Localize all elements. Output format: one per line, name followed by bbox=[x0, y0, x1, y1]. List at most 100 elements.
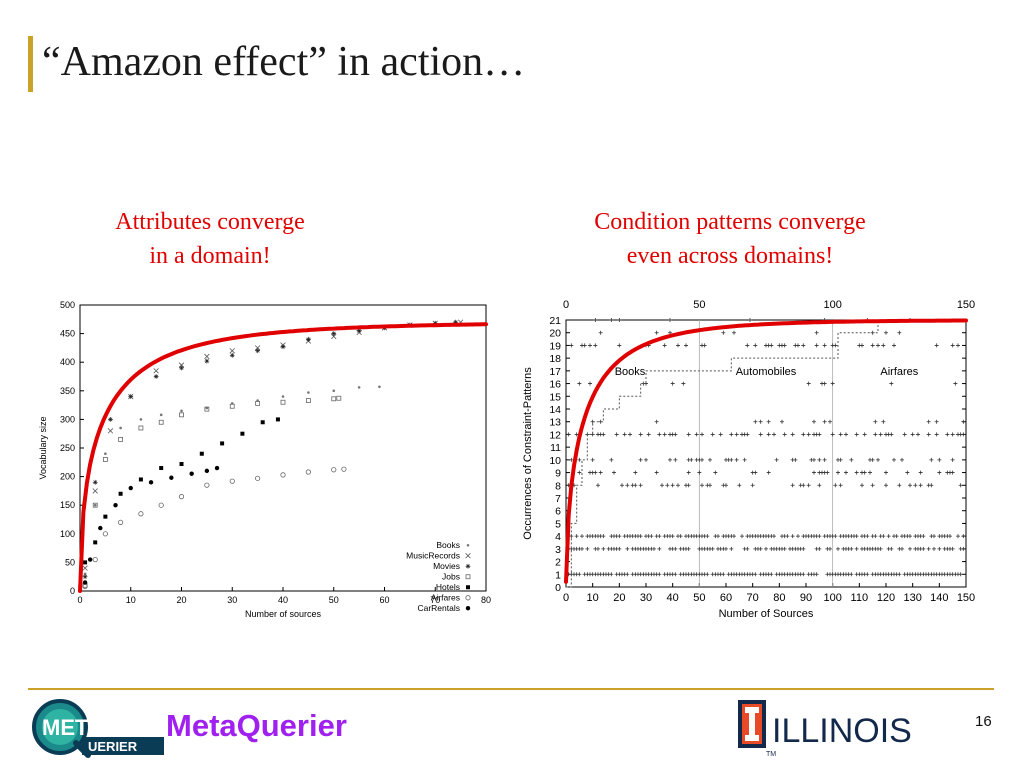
data-point-jobs bbox=[158, 419, 164, 425]
pattern-occurrence-point bbox=[609, 572, 614, 577]
pattern-occurrence-point bbox=[921, 546, 926, 551]
pattern-occurrence-point bbox=[638, 483, 643, 488]
data-point-hotels bbox=[83, 560, 88, 565]
legend-label-musicrecords: MusicRecords bbox=[406, 551, 460, 561]
pattern-occurrence-point bbox=[697, 470, 702, 475]
data-point-carrentals bbox=[113, 503, 118, 508]
pattern-occurrence-point bbox=[961, 534, 966, 539]
pattern-occurrence-point bbox=[806, 432, 811, 437]
pattern-occurrence-point bbox=[654, 330, 659, 335]
pattern-occurrence-point bbox=[838, 483, 843, 488]
pattern-occurrence-point bbox=[900, 546, 904, 551]
pattern-occurrence-point bbox=[881, 419, 886, 424]
pattern-occurrence-point bbox=[705, 534, 710, 539]
vocabulary-size-chart-svg: 0 10 20 30 40 50 60 70 80 0 50 100 150 200 250 300 350 40… bbox=[38, 300, 491, 619]
data-point-books bbox=[307, 391, 310, 394]
pattern-occurrence-point bbox=[854, 534, 859, 539]
y-tick-label: 12 bbox=[549, 429, 561, 441]
data-point-movies bbox=[280, 344, 286, 350]
pattern-occurrence-point bbox=[654, 419, 659, 424]
pattern-occurrence-point bbox=[708, 457, 712, 462]
pattern-occurrence-point bbox=[836, 470, 840, 475]
x-tick-label: 90 bbox=[800, 592, 812, 604]
pattern-occurrence-point bbox=[668, 318, 672, 322]
pattern-occurrence-point bbox=[926, 432, 931, 437]
x-tick-label: 50 bbox=[693, 592, 705, 604]
x-tick-label: 80 bbox=[773, 592, 785, 604]
x-tick-label: 0 bbox=[77, 595, 82, 605]
pattern-occurrence-point bbox=[590, 457, 595, 462]
legend-marker-books bbox=[466, 543, 470, 547]
red-trend-curve bbox=[78, 322, 488, 593]
domain-label-books: Books bbox=[615, 366, 646, 378]
pattern-occurrence-point bbox=[870, 343, 875, 348]
brand-name: MetaQuerier bbox=[166, 708, 347, 743]
pattern-occurrence-point bbox=[796, 534, 800, 539]
data-point-carrentals bbox=[87, 557, 93, 562]
data-point-airfares bbox=[158, 502, 164, 508]
top-x-tick-label: 150 bbox=[957, 299, 975, 311]
y-tick-label: 1 bbox=[555, 569, 561, 581]
data-point-movies bbox=[82, 574, 88, 580]
pattern-occurrence-point bbox=[724, 546, 728, 551]
pattern-occurrence-point bbox=[676, 343, 680, 348]
data-point-jobs bbox=[229, 403, 235, 409]
x-tick-label: 120 bbox=[877, 592, 895, 604]
data-point-jobs bbox=[118, 437, 123, 442]
pattern-occurrence-point bbox=[873, 432, 878, 437]
logo-meta-text: META bbox=[42, 715, 103, 740]
pattern-occurrence-point bbox=[945, 432, 950, 437]
pattern-occurrence-point bbox=[961, 546, 966, 551]
pattern-occurrence-point bbox=[662, 343, 667, 348]
pattern-occurrence-point bbox=[929, 457, 934, 462]
pattern-occurrence-point bbox=[654, 470, 659, 475]
pattern-occurrence-point bbox=[737, 483, 742, 488]
pattern-occurrence-point bbox=[684, 343, 688, 348]
pattern-occurrence-point bbox=[828, 419, 832, 424]
pattern-occurrence-point bbox=[897, 330, 902, 335]
pattern-occurrence-point bbox=[718, 432, 723, 437]
x-tick-label: 20 bbox=[176, 595, 186, 605]
pattern-occurrence-point bbox=[633, 483, 638, 488]
y-axis-label: Occurrences of Constraint-Patterns bbox=[522, 367, 534, 540]
pattern-occurrence-point bbox=[908, 483, 912, 488]
pattern-occurrence-point bbox=[593, 318, 598, 322]
pattern-occurrence-point bbox=[601, 432, 606, 437]
pattern-occurrence-point bbox=[817, 457, 822, 462]
pattern-occurrence-point bbox=[670, 534, 675, 539]
y-tick-label: 350 bbox=[60, 386, 75, 396]
data-point-carrentals bbox=[214, 465, 220, 471]
data-point-jobs bbox=[305, 398, 311, 403]
y-tick-label: 0 bbox=[555, 582, 561, 594]
pattern-occurrence-point bbox=[686, 470, 691, 475]
pattern-occurrence-point bbox=[686, 546, 691, 551]
data-point-jobs bbox=[179, 412, 184, 418]
pattern-occurrence-point bbox=[886, 534, 891, 539]
pattern-occurrence-point bbox=[577, 457, 582, 462]
y-tick-label: 6 bbox=[555, 506, 561, 518]
data-point-hotels bbox=[199, 451, 204, 456]
pattern-occurrence-point bbox=[753, 419, 758, 424]
pattern-occurrence-point bbox=[657, 432, 662, 437]
y-tick-label: 10 bbox=[549, 455, 561, 467]
data-point-books bbox=[180, 409, 183, 413]
top-x-tick-label: 0 bbox=[563, 299, 569, 311]
pattern-occurrence-point bbox=[673, 457, 678, 462]
pattern-occurrence-point bbox=[958, 572, 963, 577]
data-point-jobs bbox=[102, 457, 108, 462]
data-point-carrentals bbox=[82, 580, 88, 585]
data-point-airfares bbox=[204, 482, 210, 488]
pattern-occurrence-point bbox=[734, 457, 739, 462]
x-tick-label: 30 bbox=[640, 592, 652, 604]
pattern-occurrence-point bbox=[950, 546, 955, 551]
pattern-occurrence-point bbox=[665, 483, 670, 488]
pattern-occurrence-point bbox=[865, 534, 870, 539]
pattern-occurrence-point bbox=[601, 534, 606, 539]
legend-label-jobs: Jobs bbox=[442, 572, 460, 582]
pattern-occurrence-point bbox=[878, 546, 883, 551]
pattern-occurrence-point bbox=[649, 534, 654, 539]
pattern-occurrence-point bbox=[921, 534, 926, 539]
pattern-occurrence-point bbox=[801, 343, 806, 348]
pattern-occurrence-point bbox=[782, 546, 787, 551]
pattern-occurrence-point bbox=[884, 483, 888, 488]
